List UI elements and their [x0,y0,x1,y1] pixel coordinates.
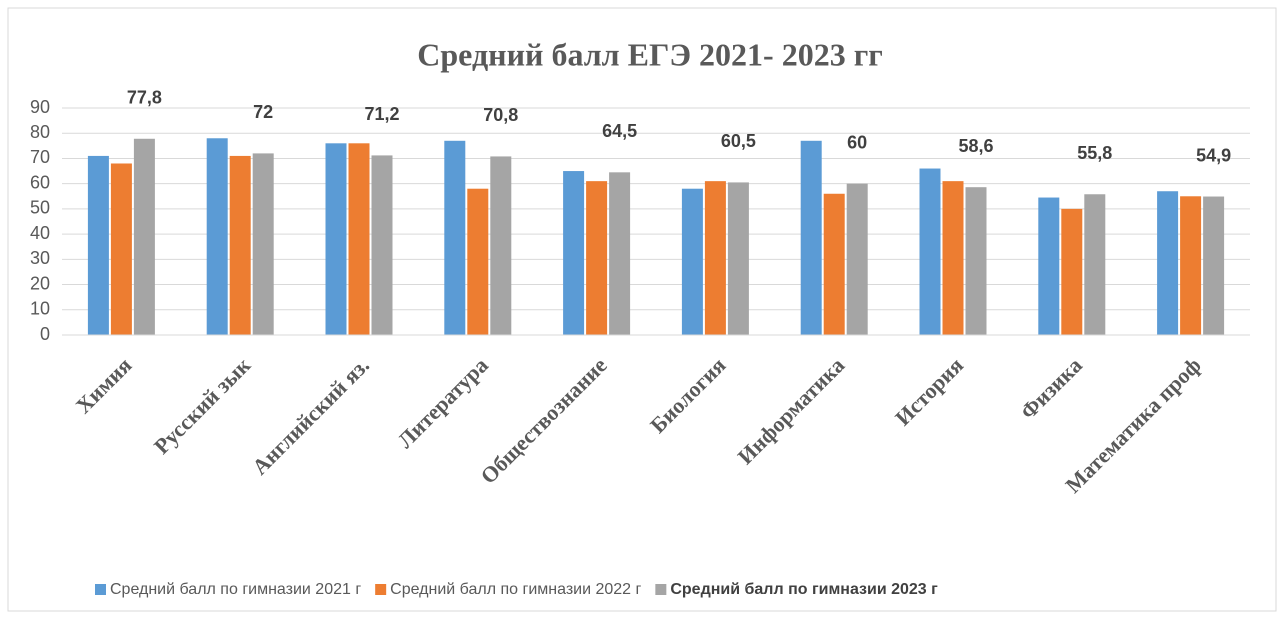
data-label: 64,5 [602,121,637,141]
bar [704,181,726,335]
bar [1180,196,1202,335]
legend-swatch [375,584,387,595]
bar [727,182,749,335]
bar [1203,196,1225,335]
y-tick-label: 60 [30,172,50,192]
y-tick-label: 10 [30,299,50,319]
bar [965,187,987,335]
data-label: 60 [847,132,867,152]
bar [87,155,109,335]
bar [444,140,466,335]
data-label: 72 [253,102,273,122]
bar [942,181,964,335]
bar [467,188,489,335]
bar [252,153,274,335]
bar [919,168,941,335]
y-tick-label: 70 [30,147,50,167]
bar [846,183,868,335]
y-tick-label: 90 [30,97,50,117]
bar [1084,194,1106,335]
data-label: 60,5 [721,131,756,151]
bar [1038,197,1060,335]
chart-title: Средний балл ЕГЭ 2021- 2023 гг [417,36,883,72]
bar [1157,191,1179,335]
data-label: 55,8 [1077,143,1112,163]
bar [325,143,347,335]
bar [348,143,370,335]
bar [110,163,132,335]
y-tick-label: 20 [30,273,50,293]
bar [371,155,393,335]
data-label: 58,6 [958,136,993,156]
bar [823,193,845,335]
bar [563,171,585,335]
data-label: 77,8 [127,88,162,108]
y-tick-label: 30 [30,248,50,268]
legend-swatch [95,584,106,595]
y-tick-label: 50 [30,198,50,218]
y-tick-label: 40 [30,223,50,243]
bar [1061,208,1083,335]
legend-swatch [655,584,667,595]
y-tick-label: 0 [40,324,50,344]
legend-label: Средний балл по гимназии 2021 г [110,581,361,598]
bar [133,138,155,335]
legend-label: Средний балл по гимназии 2023 г [670,581,938,598]
legend-label: Средний балл по гимназии 2022 г [390,581,641,598]
bar [229,155,251,335]
bar [586,181,608,335]
bar [681,188,703,335]
y-tick-label: 80 [30,122,50,142]
data-label: 70,8 [483,105,518,125]
bar [206,138,228,335]
data-label: 71,2 [364,104,399,124]
bar [800,140,822,335]
bar [609,172,631,335]
bar [490,156,512,335]
data-label: 54,9 [1196,145,1231,165]
